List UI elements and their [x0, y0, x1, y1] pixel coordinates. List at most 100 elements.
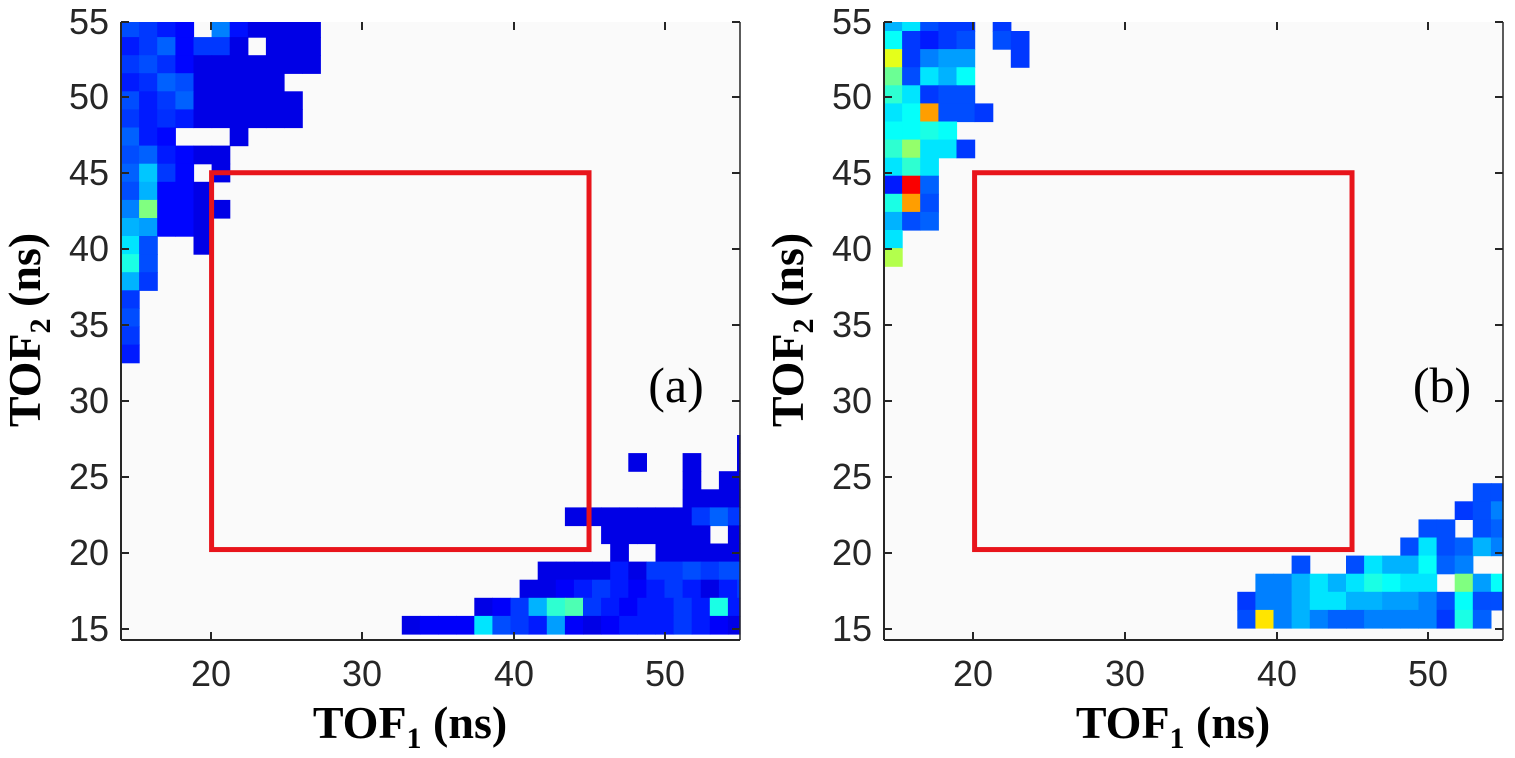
heatmap-cell	[691, 507, 711, 527]
heatmap-cell	[709, 507, 729, 527]
heatmap-cell	[682, 489, 702, 508]
heatmap-cell	[920, 49, 939, 68]
heatmap-cell	[537, 579, 557, 599]
heatmap-cell	[884, 103, 903, 123]
heatmap-cell	[211, 37, 231, 56]
heatmap-cell	[956, 31, 976, 50]
heatmap-cell	[1291, 573, 1311, 593]
heatmap-cell	[121, 55, 140, 74]
heatmap-cell	[1436, 609, 1456, 629]
heatmap-cell	[592, 561, 611, 581]
heatmap-cell	[121, 344, 140, 364]
heatmap-cell	[139, 22, 158, 38]
heatmap-cell	[401, 615, 421, 635]
heatmap-cell	[139, 109, 158, 129]
heatmap-cell	[121, 181, 140, 201]
heatmap-cell	[175, 218, 195, 237]
heatmap-cell	[610, 561, 629, 581]
y-tick-label: 40	[69, 228, 109, 269]
heatmap-cell	[537, 561, 557, 581]
heatmap-cell	[175, 181, 195, 201]
heatmap-cell	[655, 525, 675, 545]
heatmap-cell	[884, 49, 903, 68]
heatmap-cell	[564, 615, 584, 635]
heatmap-cell	[583, 615, 602, 635]
heatmap-cell	[1382, 573, 1401, 593]
x-tick-label: 30	[342, 653, 382, 694]
y-axis-title-main: TOF	[0, 333, 50, 427]
heatmap-cell	[709, 543, 729, 563]
heatmap-cell	[592, 579, 611, 599]
y-tick-label: 25	[69, 456, 109, 497]
heatmap-cell	[655, 507, 675, 527]
heatmap-cell	[157, 145, 176, 165]
heatmap-cell	[938, 22, 958, 32]
heatmap-cell	[157, 127, 176, 147]
heatmap-cell	[637, 507, 656, 527]
heatmap-cell	[682, 561, 702, 581]
heatmap-cell	[709, 615, 729, 635]
y-tick-label: 50	[832, 76, 872, 117]
heatmap-cell	[737, 579, 741, 599]
y-tick-label: 15	[832, 608, 872, 649]
heatmap-cell	[920, 157, 939, 177]
heatmap-cell	[682, 579, 702, 599]
heatmap-cell	[139, 218, 158, 237]
heatmap-cell	[1010, 49, 1030, 68]
heatmap-cell	[157, 22, 176, 38]
heatmap-cell	[709, 597, 729, 617]
y-tick-label: 55	[69, 1, 109, 42]
heatmap-cell	[519, 579, 539, 599]
heatmap-cell	[193, 145, 213, 165]
heatmap-cell	[637, 525, 656, 545]
heatmap-cell	[1418, 609, 1438, 629]
heatmap-cell	[1364, 555, 1383, 575]
heatmap-cell	[211, 22, 231, 38]
heatmap-cell	[284, 22, 303, 38]
heatmap-cell	[229, 91, 249, 110]
heatmap-cell	[247, 55, 267, 74]
y-tick-label: 40	[832, 228, 872, 269]
heatmap-cell	[139, 37, 158, 56]
heatmap-cell	[510, 615, 530, 635]
heatmap-cell	[1327, 573, 1347, 593]
heatmap-cell	[1472, 483, 1492, 502]
x-tick-label: 20	[191, 653, 231, 694]
heatmap-cell	[121, 145, 140, 165]
heatmap-cell	[157, 199, 176, 219]
heatmap-cell	[121, 308, 140, 328]
heatmap-cell	[1291, 609, 1311, 629]
heatmap-cell	[601, 507, 620, 527]
heatmap-cell	[1382, 555, 1401, 575]
region-box	[209, 170, 592, 553]
heatmap-cell	[121, 91, 140, 110]
heatmap-cell	[727, 507, 741, 527]
heatmap-cell	[175, 37, 195, 56]
heatmap-cell	[938, 103, 958, 123]
heatmap-cell	[1490, 519, 1504, 539]
heatmap-cell	[691, 543, 711, 563]
heatmap-cell	[284, 109, 303, 129]
heatmap-cell	[139, 163, 158, 183]
heatmap-cell	[646, 561, 666, 581]
y-tick-label: 45	[69, 152, 109, 193]
heatmap-cell	[1454, 555, 1474, 575]
y-tick-label: 45	[832, 152, 872, 193]
y-tick-label: 35	[832, 304, 872, 345]
heatmap-cell	[1454, 537, 1474, 557]
heatmap-cell	[956, 67, 976, 86]
y-axis-title-unit: (ns)	[0, 233, 50, 319]
heatmap-cell	[884, 157, 903, 177]
heatmap-cell	[1454, 591, 1474, 611]
heatmap-cell	[619, 507, 638, 527]
heatmap-cell	[673, 543, 693, 563]
heatmap-cell	[737, 435, 741, 454]
heatmap-cell	[1436, 591, 1456, 611]
heatmap-cell	[920, 211, 939, 231]
heatmap-cell	[121, 109, 140, 129]
heatmap-cell	[528, 597, 548, 617]
heatmap-cell	[727, 615, 741, 635]
heatmap-cell	[1346, 591, 1365, 611]
heatmap-cell	[655, 597, 675, 617]
